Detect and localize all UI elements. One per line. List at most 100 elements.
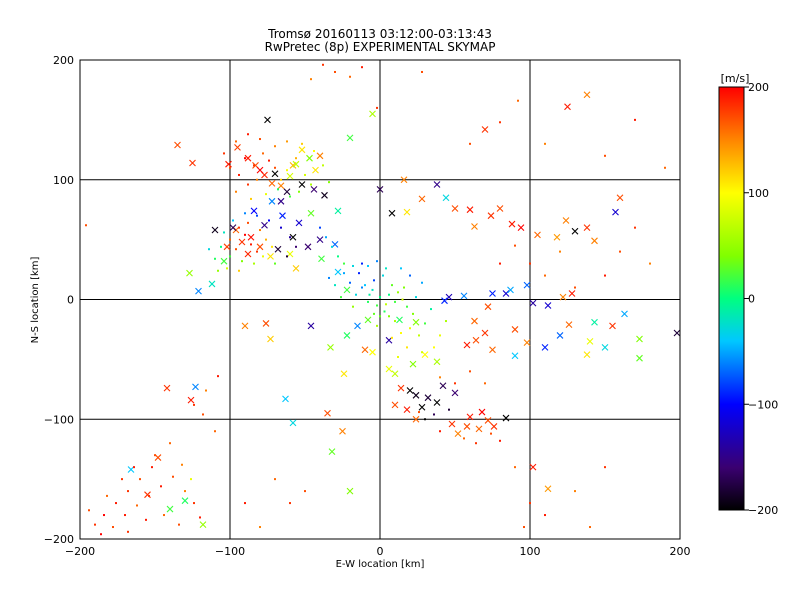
x-marker-point: [529, 463, 537, 471]
dot-marker-point: [244, 502, 246, 505]
dot-marker-point: [469, 142, 471, 145]
x-marker-point: [277, 182, 285, 190]
x-marker-point: [502, 414, 510, 422]
x-marker-point: [490, 423, 498, 430]
x-marker-point: [454, 430, 462, 438]
dot-marker-point: [223, 152, 225, 155]
x-marker-point: [234, 144, 241, 151]
x-marker-point: [256, 243, 264, 251]
x-marker-point: [369, 348, 376, 356]
dot-marker-point: [499, 439, 501, 442]
x-marker-point: [556, 332, 564, 339]
x-marker-point: [424, 394, 432, 402]
x-marker-point: [385, 365, 393, 373]
x-marker-point: [502, 290, 510, 297]
x-marker-point: [181, 497, 189, 505]
dot-marker-point: [259, 229, 261, 232]
x-marker-point: [244, 250, 252, 258]
dot-marker-point: [244, 233, 246, 236]
x-tick-label: 200: [670, 545, 691, 558]
x-tick-label: 0: [377, 545, 384, 558]
x-marker-point: [334, 207, 342, 215]
dot-marker-point: [250, 197, 252, 200]
x-marker-point: [466, 413, 474, 421]
x-marker-point: [369, 110, 376, 118]
dot-marker-point: [421, 351, 423, 354]
dot-marker-point: [368, 293, 371, 296]
x-marker-point: [250, 207, 258, 215]
dot-marker-point: [85, 224, 87, 227]
dot-marker-point: [376, 324, 378, 327]
dot-marker-point: [388, 315, 390, 318]
dot-marker-point: [499, 262, 501, 265]
x-marker-point: [544, 485, 552, 493]
plot-frame: [79, 59, 681, 540]
dot-marker-point: [244, 157, 246, 160]
y-tick-label: −200: [44, 533, 74, 546]
dot-marker-point: [274, 166, 276, 169]
dot-marker-point: [256, 178, 258, 181]
x-marker-point: [321, 191, 328, 199]
dot-marker-point: [383, 310, 386, 313]
x-marker-point: [340, 370, 348, 378]
dot-marker-point: [289, 236, 291, 239]
x-marker-point: [324, 409, 331, 417]
x-marker-point: [267, 335, 274, 343]
dot-marker-point: [340, 296, 342, 299]
dot-marker-point: [322, 164, 324, 167]
dot-marker-point: [226, 267, 228, 270]
x-marker-point: [583, 224, 591, 232]
x-marker-point: [343, 286, 351, 294]
x-marker-point: [433, 181, 441, 188]
dot-marker-point: [286, 140, 288, 143]
dot-marker-point: [475, 442, 477, 445]
dot-marker-point: [604, 466, 606, 469]
dot-marker-point: [199, 516, 201, 519]
dot-marker-point: [301, 142, 303, 145]
y-tick-label: 0: [67, 294, 74, 307]
x-marker-point: [189, 159, 196, 167]
dot-marker-point: [343, 272, 345, 275]
x-marker-point: [484, 417, 492, 424]
dot-marker-point: [409, 274, 411, 277]
dot-marker-point: [241, 260, 243, 263]
x-marker-point: [489, 346, 496, 354]
x-marker-point: [481, 329, 489, 337]
x-marker-point: [361, 346, 369, 354]
x-marker-point: [559, 293, 567, 301]
x-marker-point: [286, 172, 294, 180]
dot-marker-point: [544, 142, 546, 145]
x-marker-point: [339, 427, 346, 435]
dot-marker-point: [193, 403, 195, 406]
dot-marker-point: [439, 334, 441, 337]
dot-marker-point: [385, 303, 387, 306]
dot-marker-point: [397, 291, 399, 294]
dot-marker-point: [385, 267, 387, 270]
dot-marker-point: [289, 195, 291, 198]
x-marker-point: [174, 141, 181, 149]
x-marker-point: [565, 321, 573, 329]
x-marker-point: [591, 237, 598, 245]
dot-marker-point: [406, 305, 408, 308]
x-marker-point: [307, 322, 315, 330]
dot-marker-point: [574, 286, 576, 289]
x-marker-point: [445, 293, 453, 301]
dot-marker-point: [217, 269, 219, 272]
dot-marker-point: [418, 411, 420, 414]
dot-marker-point: [559, 250, 561, 253]
dot-marker-point: [274, 145, 276, 148]
x-marker-point: [553, 233, 561, 241]
dot-marker-point: [544, 274, 546, 277]
dot-marker-point: [154, 454, 156, 457]
x-marker-point: [282, 395, 289, 403]
colorbar-tick-label: 200: [748, 81, 769, 94]
x-marker-point: [195, 287, 202, 295]
dot-marker-point: [121, 478, 123, 481]
dot-marker-point: [223, 231, 225, 234]
x-marker-point: [364, 316, 372, 324]
x-marker-point: [472, 336, 480, 344]
dot-marker-point: [517, 99, 519, 102]
dot-marker-point: [371, 288, 374, 291]
dot-marker-point: [277, 188, 279, 191]
dot-marker-point: [361, 262, 363, 265]
